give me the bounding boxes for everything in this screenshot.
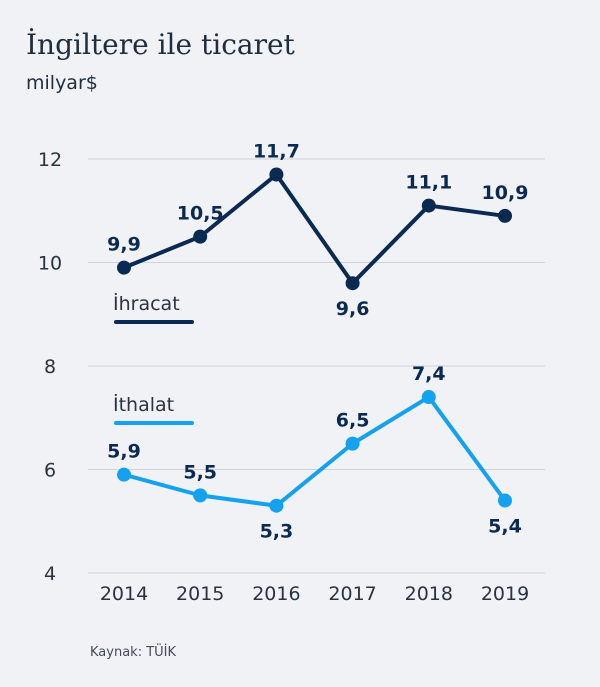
x-tick-label: 2018: [405, 583, 453, 605]
data-label: 5,3: [260, 521, 294, 543]
x-tick-label: 2015: [176, 583, 224, 605]
series-line-İthalat: [123, 395, 507, 508]
data-point: [345, 276, 360, 291]
x-tick-label: 2014: [100, 583, 148, 605]
data-point: [117, 467, 131, 482]
data-point: [269, 167, 284, 182]
data-label: 9,9: [107, 234, 141, 256]
y-axis-unit: milyar$: [26, 72, 98, 94]
data-point: [421, 390, 436, 405]
legend-label: İthalat: [113, 393, 174, 416]
data-label: 11,7: [253, 141, 300, 163]
data-point: [193, 229, 208, 244]
y-tick-label: 6: [44, 460, 56, 482]
x-tick-label: 2016: [252, 583, 300, 605]
data-label: 6,5: [336, 410, 370, 432]
data-point: [193, 488, 208, 503]
y-tick-label: 4: [44, 563, 56, 585]
data-label: 10,9: [482, 182, 529, 204]
x-tick-label: 2017: [328, 583, 376, 605]
y-tick-label: 12: [38, 149, 62, 171]
y-tick-label: 8: [44, 356, 56, 378]
chart-title: İngiltere ile ticaret: [26, 28, 295, 61]
data-label: 5,5: [183, 461, 217, 483]
data-label: 9,6: [336, 298, 370, 320]
data-point: [498, 208, 512, 223]
y-tick-label: 10: [38, 253, 62, 275]
data-point: [345, 436, 360, 451]
x-tick-label: 2019: [481, 583, 529, 605]
data-label: 10,5: [177, 203, 224, 225]
data-point: [117, 260, 131, 275]
data-label: 7,4: [412, 363, 446, 385]
data-point: [269, 498, 284, 513]
data-label: 11,1: [405, 172, 452, 194]
data-label: 5,4: [488, 516, 522, 538]
data-label: 5,9: [107, 441, 141, 463]
data-point: [498, 493, 512, 508]
data-point: [421, 198, 436, 213]
series-line-İhracat: [123, 172, 506, 286]
source-note: Kaynak: TÜİK: [90, 645, 177, 660]
legend-label: İhracat: [113, 292, 180, 315]
